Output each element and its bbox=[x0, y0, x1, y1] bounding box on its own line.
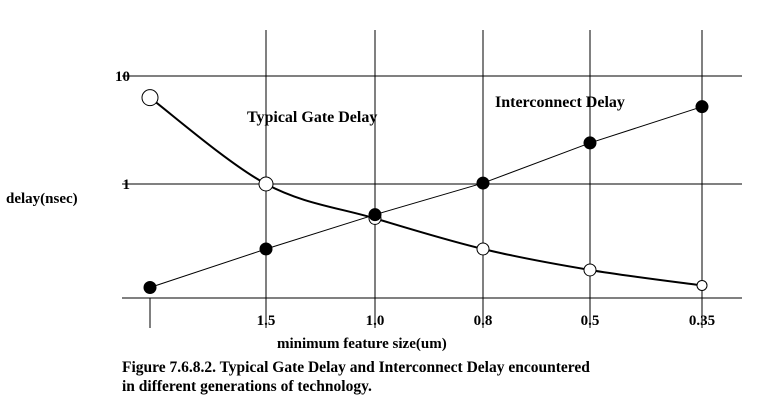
series-line-interconnect-delay bbox=[149, 106, 703, 289]
data-point-gate-delay bbox=[258, 176, 274, 192]
series-markers bbox=[141, 89, 709, 295]
data-point-gate-delay bbox=[583, 263, 597, 277]
x-tick-label: 0.5 bbox=[581, 313, 600, 329]
chart-grid bbox=[122, 30, 742, 328]
data-point-interconnect-delay bbox=[143, 281, 157, 295]
figure-caption: Figure 7.6.8.2. Typical Gate Delay and I… bbox=[122, 358, 742, 396]
x-tick-label: 0.8 bbox=[474, 313, 493, 329]
caption-line-2: in different generations of technology. bbox=[122, 378, 372, 395]
x-tick-label: 0.35 bbox=[689, 313, 715, 329]
caption-line-1: Figure 7.6.8.2. Typical Gate Delay and I… bbox=[122, 359, 590, 376]
y-tick-label: 10 bbox=[115, 69, 130, 85]
delay-chart: delay(nsec) minimum feature size(um) Typ… bbox=[6, 30, 742, 352]
y-tick-label: 1 bbox=[123, 177, 131, 193]
y-axis-label: delay(nsec) bbox=[6, 191, 78, 207]
series-line-gate-delay bbox=[149, 96, 703, 287]
x-tick-label: 1.5 bbox=[257, 313, 276, 329]
data-point-gate-delay bbox=[141, 89, 159, 107]
data-point-interconnect-delay bbox=[368, 208, 382, 222]
chart-labels: delay(nsec) minimum feature size(um) Typ… bbox=[6, 69, 715, 352]
series-lines bbox=[149, 96, 703, 289]
data-point-interconnect-delay bbox=[476, 176, 490, 190]
data-point-interconnect-delay bbox=[583, 136, 597, 150]
data-point-interconnect-delay bbox=[695, 100, 709, 114]
data-point-gate-delay bbox=[696, 279, 708, 291]
series-label-interconnect-delay: Interconnect Delay bbox=[495, 94, 625, 111]
series-label-gate-delay: Typical Gate Delay bbox=[247, 109, 377, 126]
data-point-gate-delay bbox=[476, 242, 490, 256]
x-axis-label: minimum feature size(um) bbox=[277, 336, 447, 352]
x-tick-label: 1.0 bbox=[366, 313, 385, 329]
data-point-interconnect-delay bbox=[259, 242, 273, 256]
